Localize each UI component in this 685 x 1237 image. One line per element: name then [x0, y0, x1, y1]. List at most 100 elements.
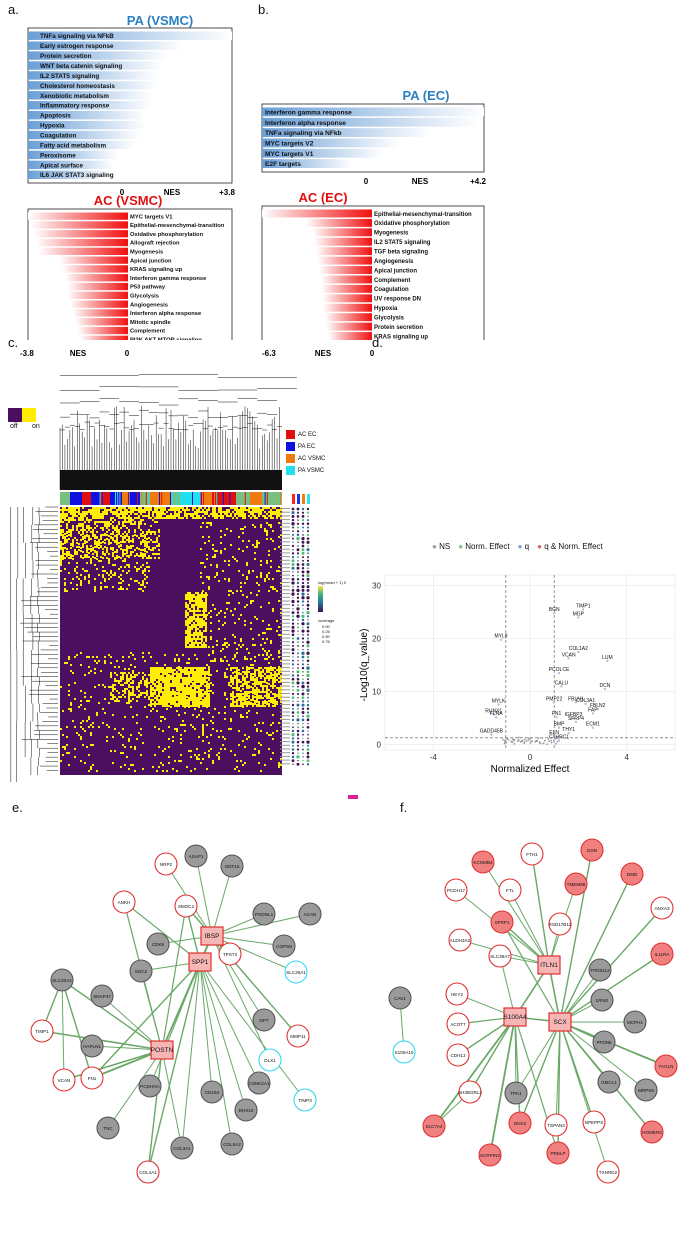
dot-plot-gene-tick	[280, 711, 290, 713]
dot-plot-dot	[291, 711, 295, 714]
dot-plot-dot	[301, 729, 305, 733]
heat-on-cell	[86, 550, 88, 552]
heat-on-cell	[196, 515, 198, 517]
heat-on-cell	[244, 699, 246, 701]
heat-on-cell	[112, 684, 114, 686]
heat-on-cell	[66, 726, 68, 728]
heat-on-cell	[172, 679, 174, 681]
heat-on-cell	[236, 701, 238, 703]
pa_vsmc-bar-0	[28, 31, 232, 40]
heat-on-cell	[230, 507, 232, 509]
heat-on-cell	[252, 570, 254, 572]
dot-plot-dot	[291, 740, 295, 744]
heat-on-cell	[260, 673, 262, 675]
heat-on-cell	[70, 704, 72, 706]
pa-vsmc-axis-min: 0	[120, 188, 125, 197]
heat-on-cell	[100, 588, 102, 590]
heat-on-cell	[188, 750, 190, 752]
heat-on-cell	[64, 590, 66, 592]
heat-on-cell	[202, 699, 204, 701]
dot-plot-dot	[291, 637, 295, 640]
heat-on-cell	[246, 658, 248, 660]
heat-on-cell	[168, 705, 170, 707]
dot-plot-dot	[306, 748, 310, 751]
heat-on-cell	[112, 547, 114, 549]
ac-vsmc-title: AC (VSMC)	[94, 193, 163, 208]
heat-on-cell	[250, 667, 252, 669]
dot-plot-gene-tick	[280, 715, 290, 717]
heat-on-cell	[128, 564, 130, 566]
heat-on-cell	[260, 560, 262, 562]
heat-on-cell	[196, 671, 198, 673]
dot-plot-gene-tick	[280, 748, 290, 750]
dot-plot-dot	[296, 726, 300, 729]
heat-on-cell	[248, 572, 250, 574]
heat-on-cell	[70, 547, 72, 549]
heat-on-cell	[154, 691, 156, 693]
heat-on-cell	[210, 610, 212, 612]
group-bar-stripe	[148, 492, 149, 505]
heat-on-cell	[168, 678, 170, 680]
heat-on-cell	[124, 513, 126, 515]
heat-on-cell	[144, 523, 146, 525]
heat-on-cell	[194, 688, 196, 690]
heat-on-cell	[140, 682, 142, 684]
heat-on-cell	[100, 556, 102, 558]
network_e-node-ACAN	[298, 902, 322, 926]
heat-on-cell	[142, 652, 144, 654]
heat-on-cell	[218, 507, 220, 509]
heat-on-cell	[184, 693, 186, 695]
heat-on-cell	[191, 626, 193, 628]
heat-on-cell	[240, 716, 242, 718]
heat-on-cell	[264, 511, 266, 513]
dot-plot-dot	[301, 718, 305, 722]
dot-plot-dot	[297, 660, 299, 662]
heat-on-cell	[130, 554, 132, 556]
heat-on-cell	[250, 517, 252, 519]
heat-on-cell	[242, 515, 244, 517]
heat-on-cell	[84, 730, 86, 732]
heat-on-cell	[188, 687, 190, 689]
heat-on-cell	[100, 542, 102, 544]
heat-on-cell	[210, 690, 212, 692]
heat-on-cell	[140, 584, 142, 586]
volcano-legend-ns-label: NS	[439, 542, 451, 551]
heat-on-cell	[270, 699, 272, 701]
pa_ec-term-3: MYC targets V2	[265, 140, 314, 147]
heat-on-cell	[162, 716, 164, 718]
heat-on-cell	[94, 686, 96, 688]
heat-on-cell	[280, 687, 282, 689]
heat-on-cell	[86, 531, 88, 533]
heat-on-cell	[180, 695, 182, 697]
heat-on-cell	[198, 754, 200, 756]
heat-on-cell	[98, 513, 100, 515]
heat-on-cell	[196, 667, 198, 669]
dot-plot-dot	[301, 570, 305, 574]
heat-on-cell	[205, 646, 207, 648]
heat-on-cell	[176, 710, 178, 712]
heat-on-cell	[184, 724, 186, 726]
dot-plot-dot	[302, 534, 304, 536]
heat-on-cell	[78, 543, 80, 545]
heat-on-cell	[204, 679, 206, 681]
heat-on-cell	[116, 674, 118, 676]
heat-on-cell	[158, 693, 160, 695]
heat-on-cell	[230, 718, 232, 720]
heat-on-cell	[118, 680, 120, 682]
heat-on-cell	[185, 646, 187, 648]
heat-on-cell	[208, 687, 210, 689]
network_e-node-label-TNC: TNC	[103, 1126, 113, 1131]
heat-on-cell	[76, 527, 78, 529]
heat-on-cell	[196, 674, 198, 676]
heat-on-cell	[188, 658, 190, 660]
volcano-ns-point	[503, 741, 506, 743]
heat-on-cell	[198, 691, 200, 693]
heat-on-cell	[205, 640, 207, 642]
heat-on-cell	[196, 511, 198, 513]
heat-on-cell	[208, 700, 210, 702]
dot-plot-gene-tick	[280, 541, 290, 543]
heat-on-cell	[256, 704, 258, 706]
heat-on-cell	[112, 517, 114, 519]
dot-plot-dot	[292, 549, 294, 551]
heat-on-cell	[240, 640, 242, 642]
